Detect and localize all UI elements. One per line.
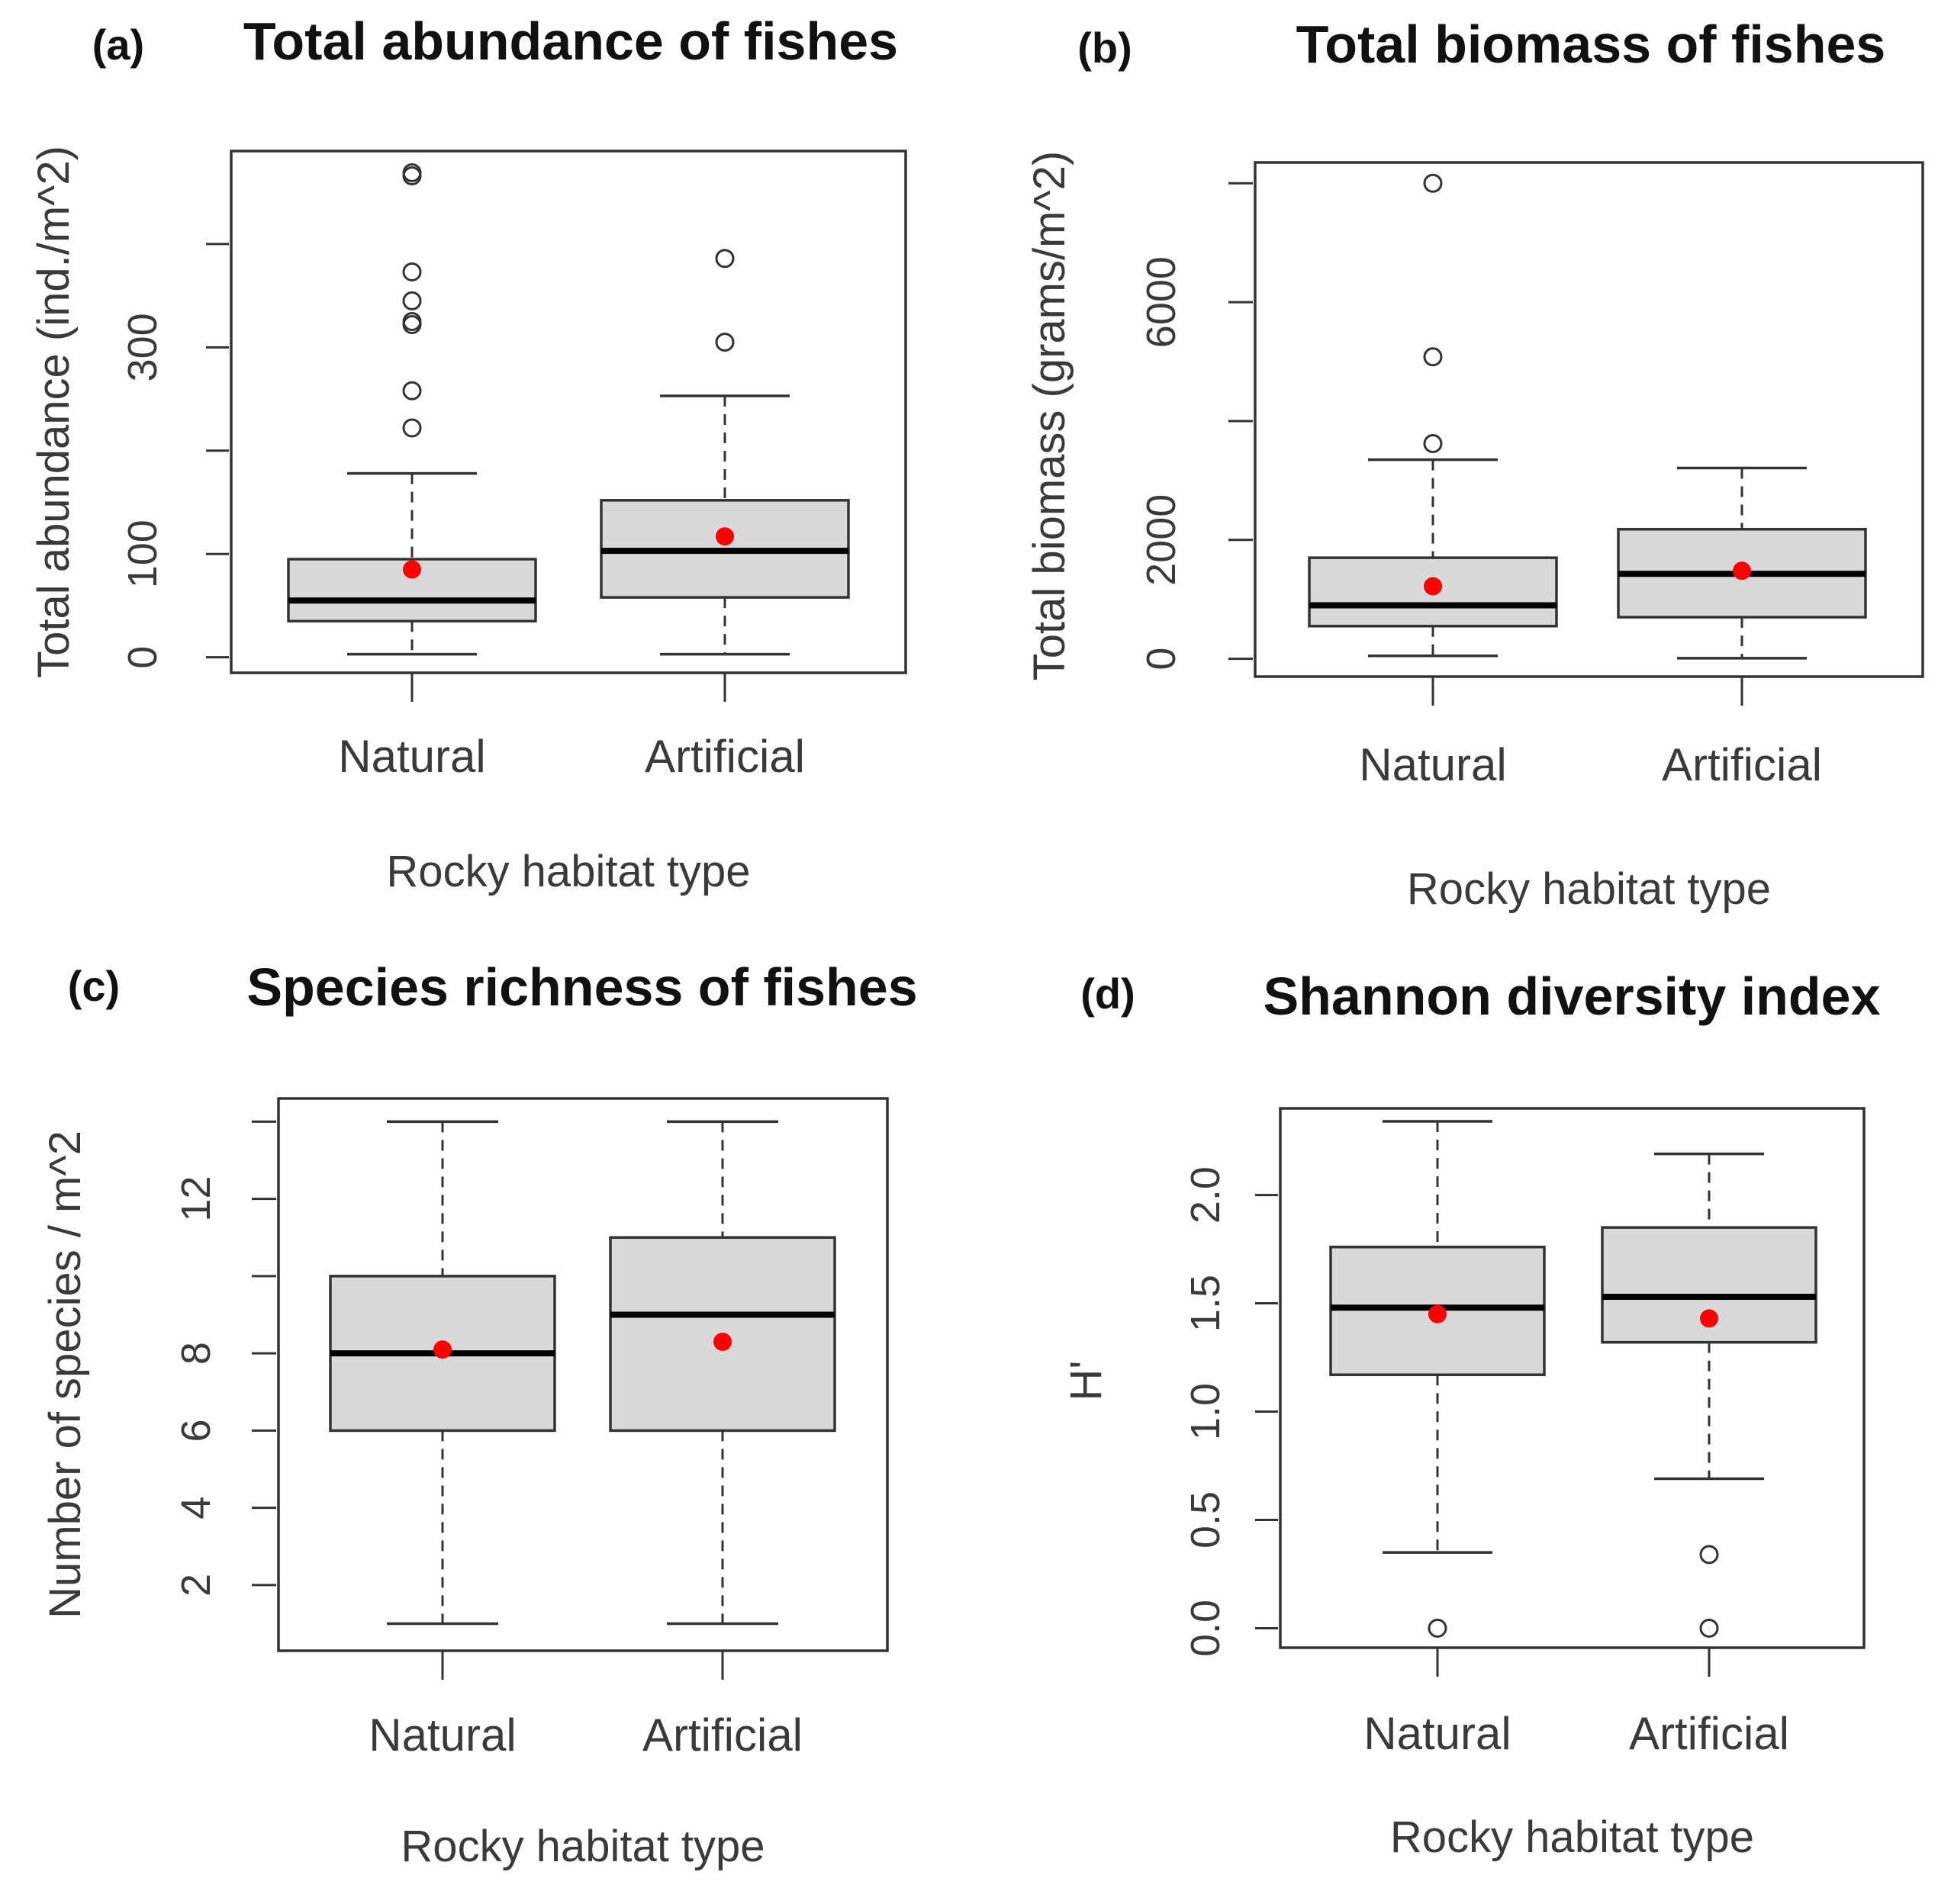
outlier-point — [402, 291, 422, 310]
panel-a: (a) Total abundance of fishes 0 100 300 Total… — [29, 11, 907, 896]
outlier-point — [402, 262, 422, 281]
y-tick-label: 12 — [173, 1176, 219, 1222]
y-tick-label: 8 — [173, 1342, 219, 1365]
outlier-point — [1699, 1545, 1719, 1565]
panel-b: (b) Total biomass of fishes 0 2000 6000 Total… — [1025, 14, 1924, 914]
outlier-point — [402, 311, 422, 331]
mean-point — [403, 560, 421, 579]
x-category-label: Artificial — [1662, 739, 1822, 790]
x-axis-label: Rocky habitat type — [1390, 1812, 1754, 1862]
y-tick-label: 300 — [120, 313, 166, 381]
y-tick-label: 2000 — [1138, 494, 1184, 586]
panel-letter: (b) — [1077, 24, 1132, 72]
box-natural: Natural — [1329, 1120, 1546, 1759]
plot-frame — [230, 150, 907, 674]
mean-point — [433, 1340, 452, 1359]
outlier-point — [1428, 1618, 1447, 1638]
y-tick-label: 0 — [1138, 648, 1184, 671]
y-tick-label: 0.5 — [1183, 1491, 1228, 1549]
x-axis-label: Rocky habitat type — [1407, 864, 1771, 914]
y-tick-label: 2 — [173, 1574, 219, 1597]
outlier-point — [402, 381, 422, 400]
x-category-label: Natural — [369, 1709, 516, 1761]
box-natural: Natural — [287, 162, 537, 782]
y-tick-label: 2.0 — [1183, 1166, 1228, 1224]
panel-letter: (c) — [68, 962, 120, 1010]
mean-point — [1424, 577, 1442, 596]
mean-point — [1733, 561, 1751, 581]
outlier-point — [1699, 1618, 1719, 1638]
y-tick-label: 0.0 — [1183, 1600, 1228, 1657]
panel-letter: (a) — [92, 21, 144, 69]
x-category-label: Artificial — [642, 1709, 803, 1761]
y-axis-label: Number of species / m^2 — [40, 1130, 90, 1619]
outlier-point — [1423, 347, 1443, 367]
x-category-label: Natural — [338, 731, 485, 782]
box-artificial: Artificial — [600, 249, 850, 782]
box-artificial: Artificial — [609, 1120, 836, 1761]
x-category-label: Artificial — [645, 731, 805, 782]
mean-point — [716, 527, 734, 546]
plot-frame — [277, 1097, 889, 1652]
plot-frame — [1279, 1107, 1866, 1649]
mean-point — [713, 1332, 732, 1351]
x-category-label: Artificial — [1629, 1708, 1789, 1759]
y-tick-label: 4 — [173, 1497, 219, 1520]
outlier-point — [1423, 434, 1443, 454]
outlier-point — [715, 333, 735, 352]
outlier-point — [402, 418, 422, 438]
box-artificial: Artificial — [1617, 466, 1867, 790]
box-natural: Natural — [1308, 173, 1558, 790]
plot-frame — [1254, 161, 1924, 678]
panel-d: (d) Shannon diversity index 0.0 0.5 1.0 1.5 2.… — [1061, 966, 1881, 1862]
panel-title: Total biomass of fishes — [1296, 14, 1886, 74]
outlier-point — [715, 249, 735, 269]
panel-title: Species richness of fishes — [246, 957, 917, 1017]
y-tick-label: 100 — [120, 519, 166, 588]
y-tick-label: 6 — [173, 1419, 219, 1442]
y-tick-label: 0 — [120, 646, 166, 669]
panel-title: Total abundance of fishes — [243, 11, 898, 71]
y-tick-label: 1.0 — [1183, 1383, 1228, 1440]
mean-point — [1700, 1309, 1718, 1328]
mean-point — [1428, 1304, 1447, 1323]
x-category-label: Natural — [1363, 1708, 1511, 1759]
panel-c: (c) Species richness of fishes 2 4 6 8 12 Numbe… — [40, 957, 918, 1871]
panel-letter: (d) — [1080, 970, 1135, 1018]
y-axis-label: H' — [1061, 1361, 1111, 1401]
y-axis-label: Total abundance (ind./m^2) — [29, 146, 79, 678]
outlier-point — [1423, 173, 1443, 193]
y-tick-label: 6000 — [1138, 256, 1184, 348]
y-axis-label: Total biomass (grams/m^2) — [1025, 151, 1074, 680]
x-axis-label: Rocky habitat type — [386, 847, 750, 896]
panel-title: Shannon diversity index — [1263, 966, 1880, 1026]
outlier-point — [402, 162, 422, 182]
box-artificial: Artificial — [1601, 1152, 1817, 1759]
y-tick-label: 1.5 — [1183, 1275, 1228, 1332]
x-category-label: Natural — [1359, 739, 1506, 790]
x-axis-label: Rocky habitat type — [401, 1822, 765, 1871]
box-natural: Natural — [329, 1120, 556, 1761]
